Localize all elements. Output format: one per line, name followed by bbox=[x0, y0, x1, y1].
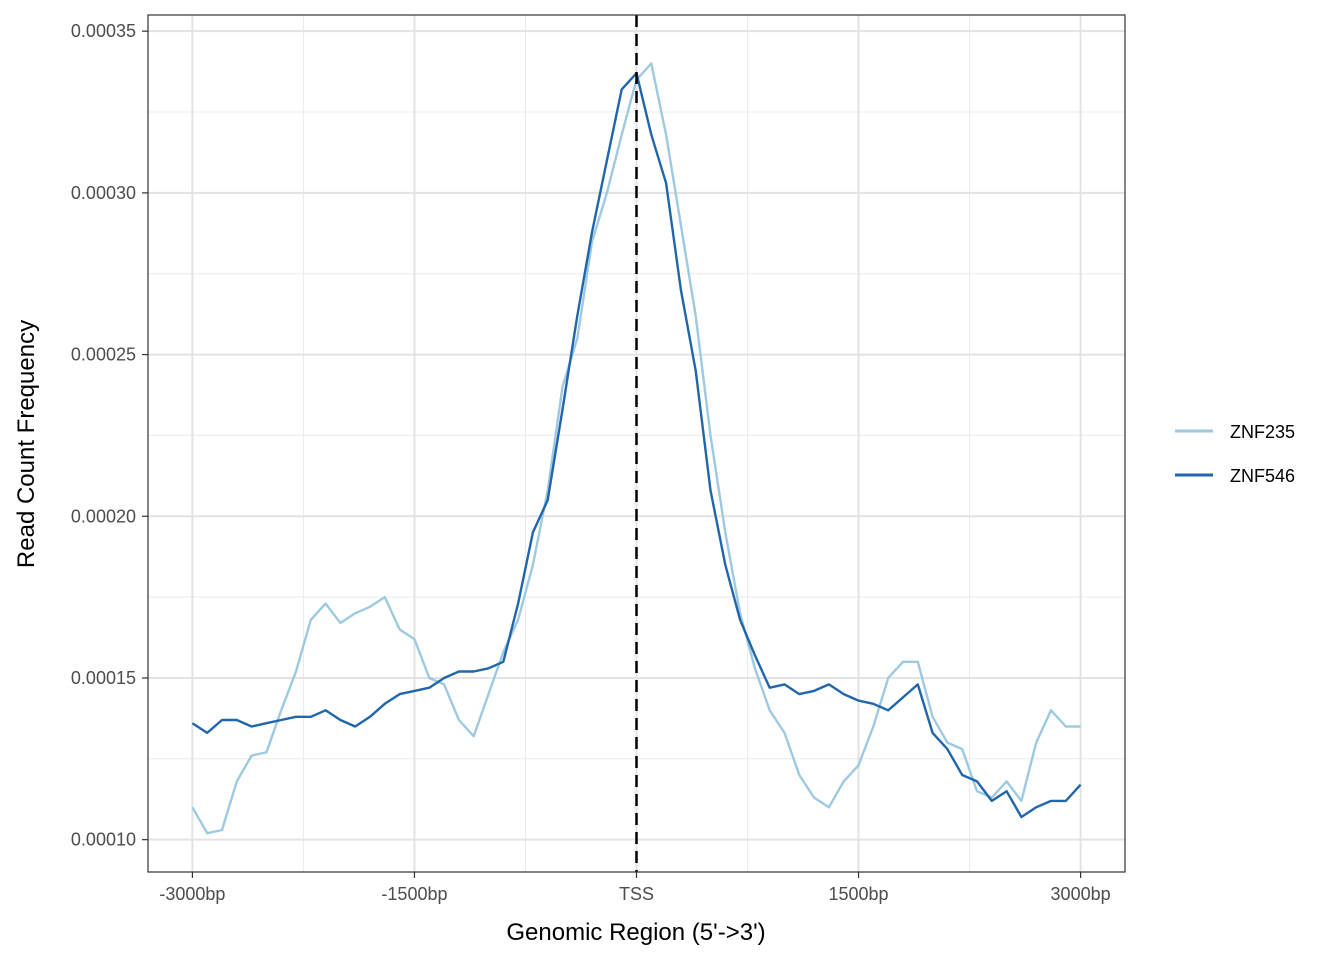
y-tick-label: 0.00020 bbox=[71, 506, 136, 526]
legend-label-znf235: ZNF235 bbox=[1230, 422, 1295, 442]
x-axis-title: Genomic Region (5'->3') bbox=[506, 919, 765, 946]
x-tick-label: 1500bp bbox=[829, 884, 889, 904]
legend: ZNF235 ZNF546 bbox=[1175, 422, 1295, 486]
x-tick-label: -3000bp bbox=[159, 884, 225, 904]
y-tick-label: 0.00025 bbox=[71, 345, 136, 365]
y-axis: 0.00010 0.00015 0.00020 0.00025 0.00030 0.000… bbox=[71, 21, 148, 850]
y-tick-label: 0.00010 bbox=[71, 830, 136, 850]
legend-label-znf546: ZNF546 bbox=[1230, 466, 1295, 486]
y-axis-title: Read Count Frequency bbox=[13, 320, 40, 568]
x-tick-label: -1500bp bbox=[381, 884, 447, 904]
x-tick-label: 3000bp bbox=[1051, 884, 1111, 904]
y-tick-label: 0.00030 bbox=[71, 183, 136, 203]
y-tick-label: 0.00035 bbox=[71, 21, 136, 41]
x-tick-label: TSS bbox=[619, 884, 654, 904]
y-tick-label: 0.00015 bbox=[71, 668, 136, 688]
x-axis: -3000bp -1500bp TSS 1500bp 3000bp bbox=[159, 872, 1111, 904]
